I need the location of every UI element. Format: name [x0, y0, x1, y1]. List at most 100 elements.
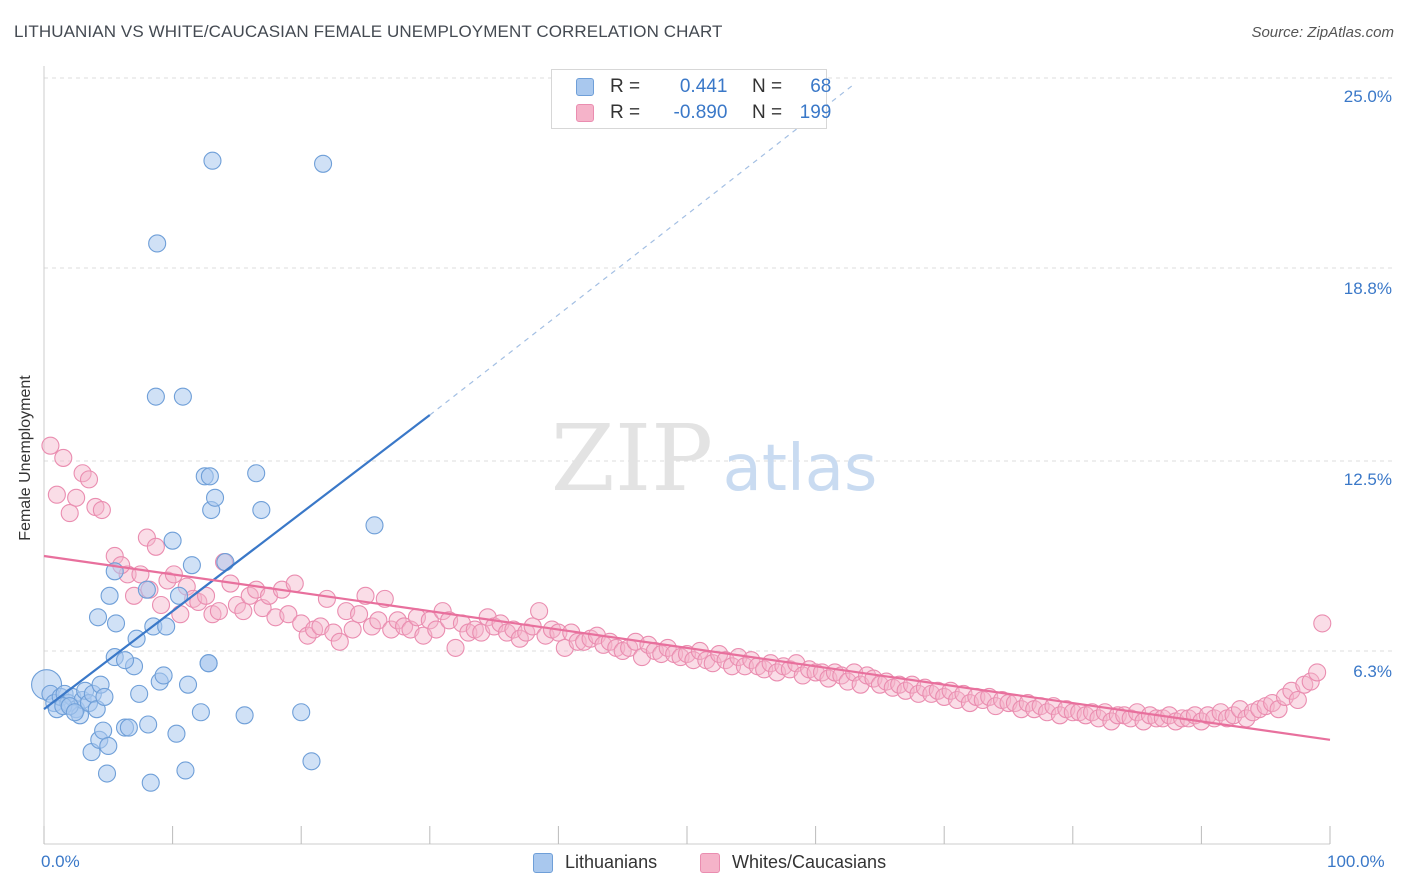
data-point: [279, 605, 298, 624]
data-point: [119, 718, 138, 737]
watermark: ZIP atlas: [551, 405, 877, 512]
data-point: [139, 715, 158, 734]
data-point: [95, 687, 114, 706]
data-point: [684, 651, 703, 670]
data-point: [314, 154, 333, 173]
data-point: [427, 620, 446, 639]
lithuanians-points: [31, 151, 384, 792]
axes: [43, 66, 1331, 845]
whites-trend-line: [43, 554, 1331, 741]
data-point: [530, 602, 549, 621]
data-point: [234, 602, 253, 621]
watermark-zip: ZIP: [551, 405, 713, 512]
data-point: [41, 436, 60, 455]
watermark-atlas: atlas: [723, 432, 878, 506]
data-point: [167, 724, 186, 743]
legend-swatch-blue: [533, 853, 553, 873]
data-point: [141, 773, 160, 792]
data-point: [171, 605, 190, 624]
data-point: [252, 500, 271, 520]
data-point: [163, 531, 182, 550]
data-point: [130, 684, 149, 703]
data-point: [199, 654, 218, 673]
legend-r-value: -0.890: [673, 102, 728, 123]
x-tick-label: 100.0%: [1327, 852, 1385, 871]
lithuanians-trend-extension: [429, 83, 855, 416]
data-point: [196, 586, 216, 605]
data-point: [54, 448, 73, 467]
data-point: [157, 617, 176, 636]
legend-n-value: 199: [799, 102, 832, 123]
data-point: [173, 387, 192, 406]
data-point: [100, 586, 119, 605]
data-point: [79, 470, 99, 489]
x-tick-label: 0.0%: [41, 852, 80, 871]
data-point: [60, 504, 79, 523]
data-point: [146, 537, 165, 556]
data-point: [285, 574, 304, 593]
legend-label: Lithuanians: [565, 852, 658, 872]
data-point: [324, 623, 343, 642]
trend-lines: [43, 83, 1331, 741]
data-point: [330, 632, 349, 651]
data-point: [151, 595, 171, 615]
data-point: [205, 488, 225, 507]
data-point: [47, 485, 66, 504]
data-point: [182, 556, 201, 575]
data-point: [365, 516, 384, 535]
y-tick-label: 12.5%: [1343, 470, 1392, 489]
data-point: [1313, 614, 1332, 633]
data-point: [67, 488, 86, 507]
y-tick-label: 25.0%: [1343, 87, 1392, 106]
legend-label: Whites/Caucasians: [732, 852, 887, 872]
series-legend: Lithuanians Whites/Caucasians: [0, 852, 1406, 876]
data-point: [115, 651, 135, 670]
legend-r-label: R =: [610, 76, 641, 97]
data-point: [178, 675, 198, 694]
legend-n-label: N =: [751, 76, 783, 97]
legend-swatch-pink: [576, 104, 594, 122]
data-point: [350, 605, 369, 624]
legend-swatch-pink: [700, 853, 720, 873]
data-point: [446, 638, 465, 657]
data-point: [317, 589, 336, 608]
data-point: [97, 764, 117, 783]
gridlines: [44, 77, 1395, 652]
data-point: [88, 608, 108, 627]
data-point: [148, 234, 167, 253]
data-point: [99, 736, 118, 756]
data-point: [722, 657, 742, 676]
data-point: [169, 586, 189, 605]
data-point: [292, 703, 311, 722]
data-point: [1288, 690, 1307, 710]
data-point: [247, 464, 266, 483]
data-point: [1301, 672, 1320, 691]
data-point: [92, 500, 111, 520]
lithuanians-trend-line: [43, 414, 431, 711]
y-tick-label: 18.8%: [1343, 279, 1392, 298]
chart-title: LITHUANIAN VS WHITE/CAUCASIAN FEMALE UNE…: [14, 22, 723, 41]
y-tick-label: 6.3%: [1353, 662, 1392, 681]
data-point: [176, 761, 195, 780]
data-point: [191, 703, 210, 722]
data-point: [203, 151, 222, 170]
data-point: [65, 703, 84, 722]
legend-swatch-blue: [576, 78, 594, 96]
stats-legend: R = 0.441 N = 68 R = -0.890 N = 199: [551, 69, 831, 129]
data-point: [94, 721, 113, 740]
data-point: [216, 553, 235, 572]
data-point: [302, 752, 321, 771]
legend-r-value: 0.441: [679, 76, 728, 97]
data-point: [106, 614, 126, 633]
data-point: [1308, 663, 1327, 682]
data-point: [154, 666, 173, 685]
data-point: [356, 586, 375, 605]
data-point: [200, 467, 219, 486]
data-point: [137, 580, 156, 599]
data-point: [209, 602, 228, 621]
legend-n-value: 68: [810, 76, 832, 97]
legend-n-label: N =: [751, 102, 783, 123]
data-point: [369, 611, 388, 630]
data-point: [146, 387, 165, 406]
